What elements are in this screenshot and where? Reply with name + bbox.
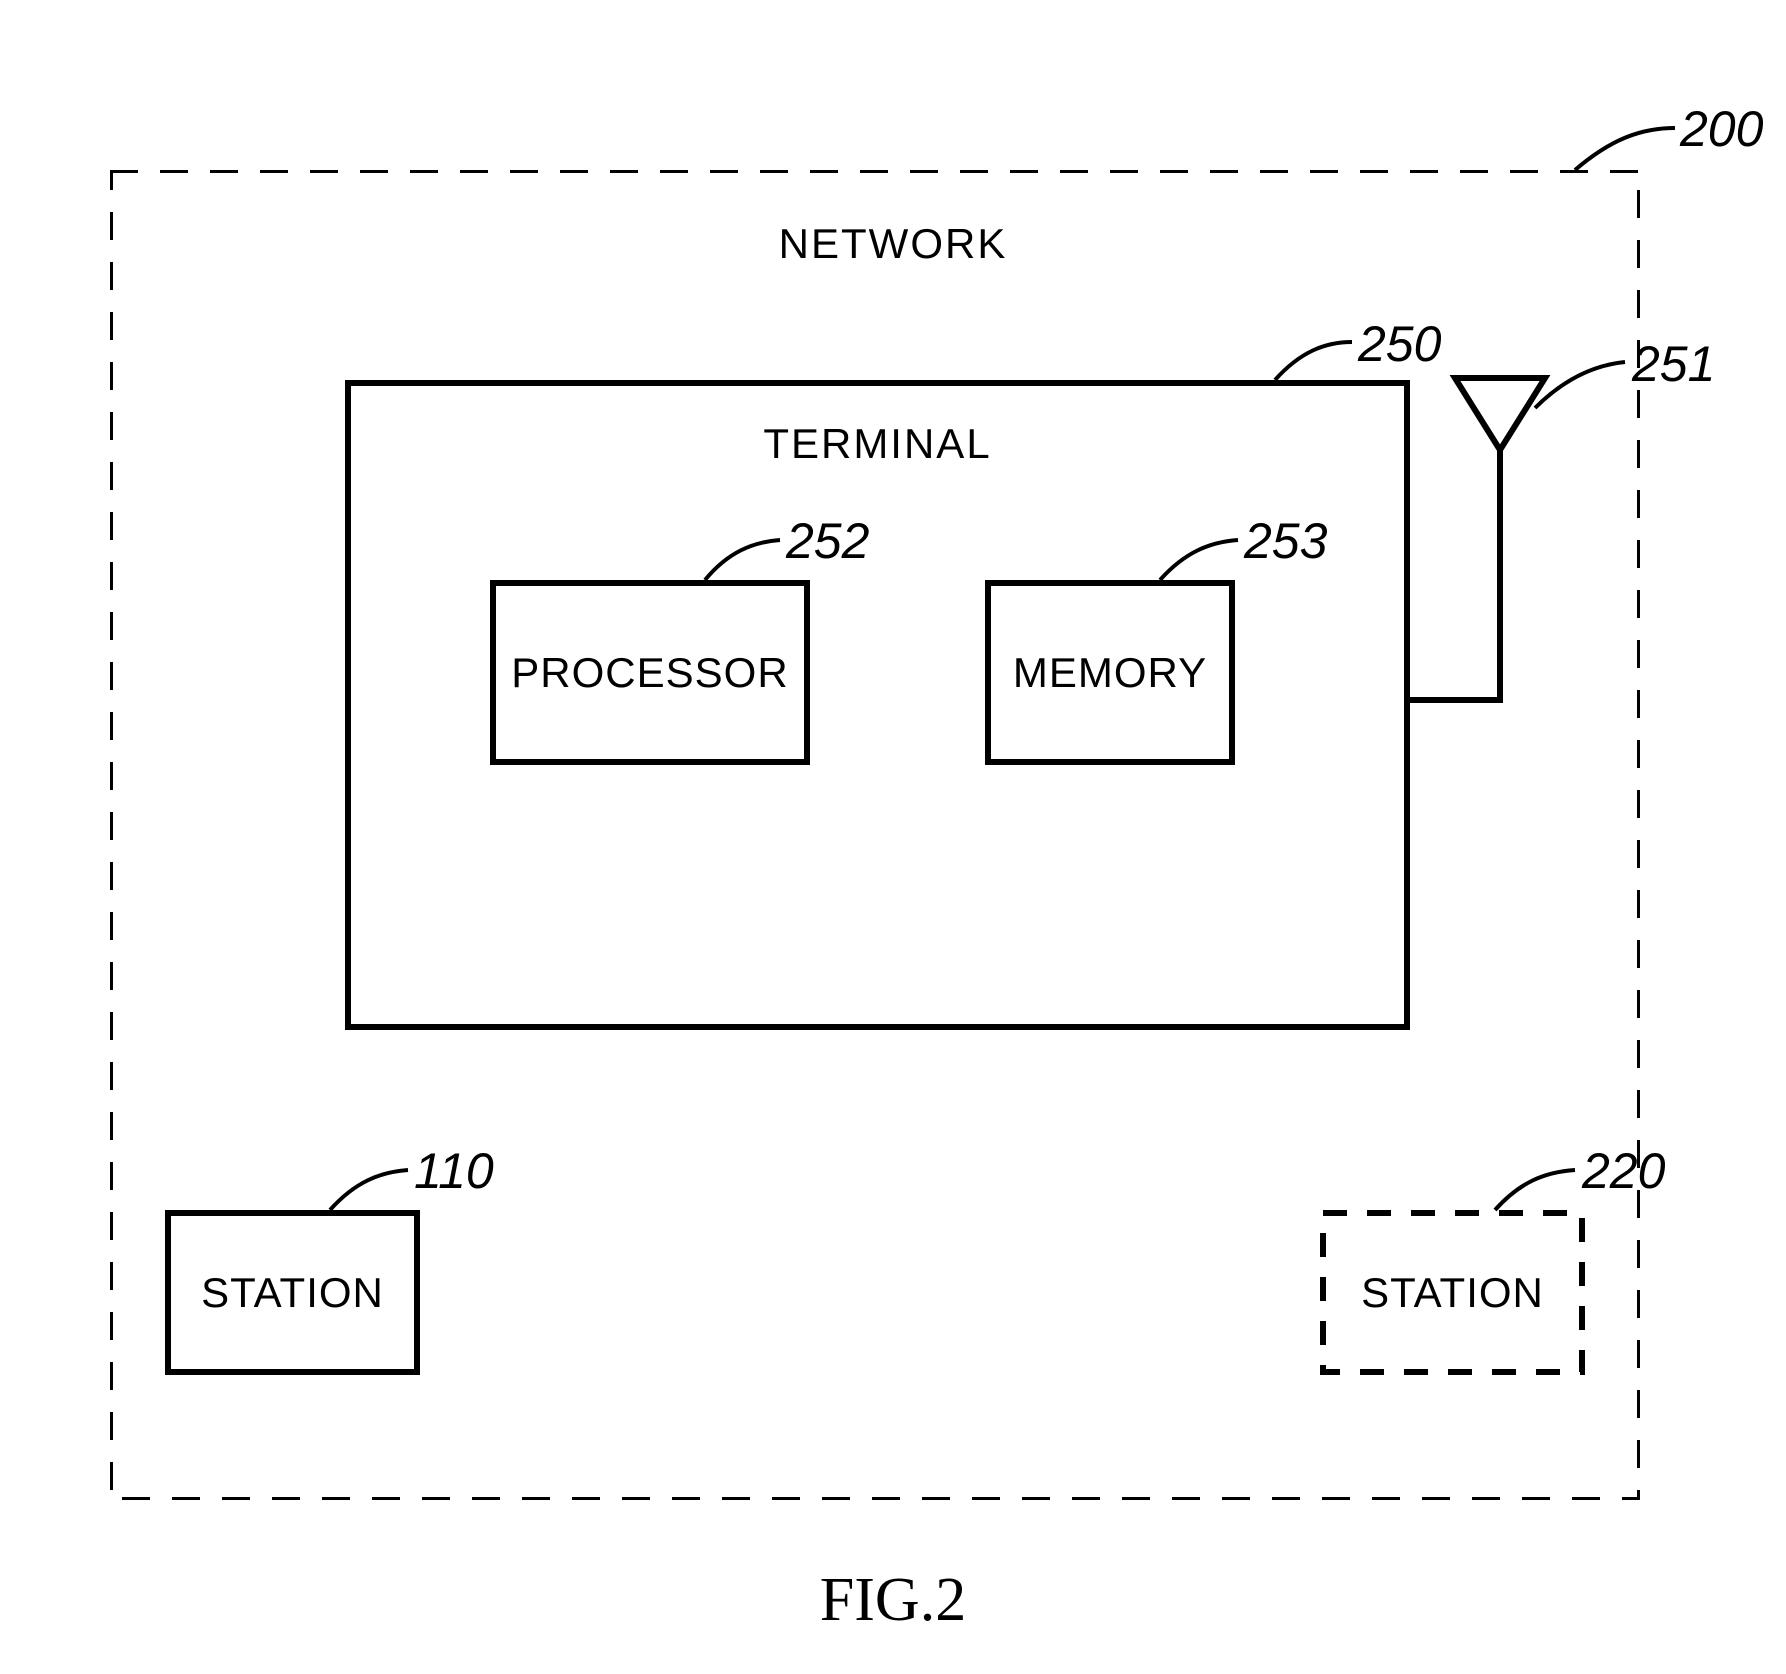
station-left-title: STATION [201, 1269, 384, 1317]
figure-caption: FIG.2 [0, 1565, 1786, 1636]
station-right-ref: 220 [1582, 1142, 1665, 1200]
processor-title: PROCESSOR [511, 649, 788, 697]
terminal-title: TERMINAL [345, 420, 1410, 468]
figure-stage: 200 NETWORK 250 TERMINAL PROCESSOR 252 M… [0, 0, 1786, 1674]
memory-box: MEMORY [985, 580, 1235, 765]
antenna-ref: 251 [1632, 335, 1715, 393]
terminal-ref: 250 [1358, 315, 1441, 373]
station-left-ref: 110 [414, 1142, 494, 1200]
station-right-title-wrap: STATION [1320, 1210, 1585, 1375]
station-left-box: STATION [165, 1210, 420, 1375]
leader-200 [1575, 128, 1675, 170]
memory-title: MEMORY [1013, 649, 1207, 697]
station-right-title: STATION [1361, 1269, 1544, 1317]
processor-box: PROCESSOR [490, 580, 810, 765]
memory-ref: 253 [1244, 512, 1327, 570]
network-title: NETWORK [0, 220, 1786, 268]
network-ref: 200 [1680, 100, 1763, 158]
processor-ref: 252 [786, 512, 869, 570]
